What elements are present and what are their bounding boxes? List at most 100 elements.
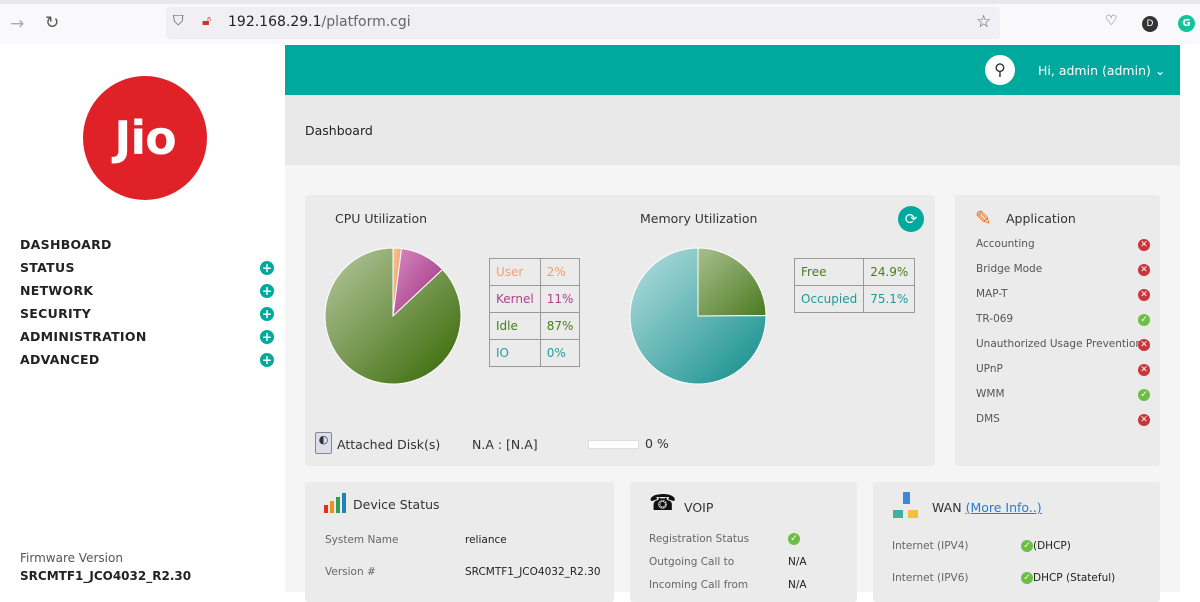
expand-plus-icon[interactable]: + xyxy=(260,261,274,275)
wan-card xyxy=(873,482,1160,602)
application-card xyxy=(955,195,1160,466)
system-name-value: reliance xyxy=(465,534,507,546)
expand-plus-icon[interactable]: + xyxy=(260,307,274,321)
application-item-label: Accounting xyxy=(976,238,1035,250)
ipv4-value: (DHCP) xyxy=(1033,540,1071,552)
disk-value: N.A : [N.A] xyxy=(472,437,538,452)
disabled-x-icon: ✕ xyxy=(1138,239,1150,251)
application-title: Application xyxy=(1006,211,1076,226)
application-item-label: TR-069 xyxy=(976,313,1014,325)
chevron-down-icon: ⌄ xyxy=(1154,63,1166,78)
pie-slice-occupied xyxy=(629,247,767,385)
check-icon: ✓ xyxy=(1021,572,1033,584)
sidebar-item-security[interactable]: SECURITY xyxy=(20,306,92,321)
signal-bars-icon xyxy=(324,493,346,513)
legend-value: 24.9% xyxy=(863,258,916,286)
grammarly-extension-icon[interactable]: G xyxy=(1178,15,1195,32)
shield-icon[interactable]: ⛉ xyxy=(173,13,184,29)
memory-title: Memory Utilization xyxy=(640,211,758,226)
enabled-check-icon: ✓ xyxy=(1138,389,1150,401)
expand-plus-icon[interactable]: + xyxy=(260,353,274,367)
disabled-x-icon: ✕ xyxy=(1138,289,1150,301)
disk-icon: ◐ xyxy=(315,432,332,454)
url-host: 192.168.29.1 xyxy=(228,14,322,30)
application-item-label: Bridge Mode xyxy=(976,263,1043,275)
version-value: SRCMTF1_JCO4032_R2.30 xyxy=(465,566,601,578)
device-status-card xyxy=(305,482,614,602)
ipv4-label: Internet (IPV4) xyxy=(892,540,969,552)
legend-row: Idle 87% xyxy=(489,312,581,340)
insecure-lock-icon[interactable]: 🔓︎ xyxy=(202,13,212,29)
pocket-icon[interactable]: ♡ xyxy=(1105,13,1118,29)
legend-value: 11% xyxy=(539,285,581,313)
sidebar-item-advanced[interactable]: ADVANCED xyxy=(20,352,100,367)
application-item-label: Unauthorized Usage Prevention xyxy=(976,338,1143,350)
legend-value: 0% xyxy=(539,339,581,367)
expand-plus-icon[interactable]: + xyxy=(260,330,274,344)
profile-avatar[interactable]: D xyxy=(1142,16,1158,32)
user-menu[interactable]: Hi, admin (admin) ⌄ xyxy=(1038,63,1165,78)
memory-legend-table: Free 24.9% Occupied 75.1% xyxy=(793,258,916,313)
check-icon: ✓ xyxy=(1021,540,1033,552)
application-item-label: MAP-T xyxy=(976,288,1008,300)
disabled-x-icon: ✕ xyxy=(1138,414,1150,426)
application-item-label: DMS xyxy=(976,413,1000,425)
url-text[interactable]: 192.168.29.1/platform.cgi xyxy=(228,14,411,30)
user-name: Hi, admin (admin) xyxy=(1038,63,1151,78)
disk-percent: 0 % xyxy=(645,436,669,451)
wan-more-info-link[interactable]: (More Info..) xyxy=(965,500,1042,515)
reload-icon[interactable]: ↻ xyxy=(45,13,60,33)
disabled-x-icon: ✕ xyxy=(1138,264,1150,276)
legend-value: 87% xyxy=(539,312,581,340)
firmware-label: Firmware Version xyxy=(20,551,123,565)
phone-icon: ☎ xyxy=(649,491,677,516)
pie-slice-free xyxy=(697,247,767,317)
url-bar[interactable] xyxy=(166,7,1000,39)
incoming-call-label: Incoming Call from xyxy=(649,579,749,591)
disabled-x-icon: ✕ xyxy=(1138,339,1150,351)
disk-label: Attached Disk(s) xyxy=(337,437,441,452)
jio-logo: Jio xyxy=(83,76,207,200)
wan-title: WAN xyxy=(932,500,962,515)
legend-row: User 2% xyxy=(489,258,581,286)
pie-slice-idle xyxy=(324,247,462,385)
refresh-button[interactable]: ⟳ xyxy=(898,206,924,232)
disabled-x-icon: ✕ xyxy=(1138,364,1150,376)
legend-row: Kernel 11% xyxy=(489,285,581,313)
voip-card xyxy=(630,482,857,602)
legend-label: Kernel xyxy=(489,285,541,313)
cpu-legend-table: User 2% Kernel 11% Idle 87% IO 0% xyxy=(489,258,581,367)
sidebar-item-status[interactable]: STATUS xyxy=(20,260,75,275)
version-label: Version # xyxy=(325,566,376,578)
sidebar-item-network[interactable]: NETWORK xyxy=(20,283,94,298)
system-name-label: System Name xyxy=(325,534,399,546)
legend-row: Occupied 75.1% xyxy=(793,285,916,313)
legend-value: 2% xyxy=(539,258,581,286)
application-item-label: WMM xyxy=(976,388,1005,400)
legend-label: IO xyxy=(489,339,541,367)
cpu-title: CPU Utilization xyxy=(335,211,428,226)
breadcrumb: Dashboard xyxy=(305,123,373,138)
bookmark-star-icon[interactable]: ☆ xyxy=(976,12,992,32)
breadcrumb-bar xyxy=(285,95,1180,165)
top-header xyxy=(285,45,1180,95)
disk-progress-bar xyxy=(588,440,639,449)
search-button[interactable]: ⚲ xyxy=(985,55,1015,85)
registration-status-label: Registration Status xyxy=(649,533,750,545)
application-item-label: UPnP xyxy=(976,363,1003,375)
legend-value: 75.1% xyxy=(863,285,916,313)
url-path: /platform.cgi xyxy=(321,14,411,30)
sidebar-item-dashboard[interactable]: DASHBOARD xyxy=(20,237,112,252)
expand-plus-icon[interactable]: + xyxy=(260,284,274,298)
legend-row: Free 24.9% xyxy=(793,258,916,286)
sidebar-item-administration[interactable]: ADMINISTRATION xyxy=(20,329,147,344)
legend-label: User xyxy=(489,258,541,286)
legend-label: Free xyxy=(793,258,865,286)
device-status-title: Device Status xyxy=(353,497,440,512)
network-icon xyxy=(893,492,918,518)
ipv6-value: DHCP (Stateful) xyxy=(1033,572,1116,584)
outgoing-call-label: Outgoing Call to xyxy=(649,556,735,568)
forward-icon[interactable]: → xyxy=(10,14,25,34)
incoming-call-value: N/A xyxy=(788,579,807,591)
